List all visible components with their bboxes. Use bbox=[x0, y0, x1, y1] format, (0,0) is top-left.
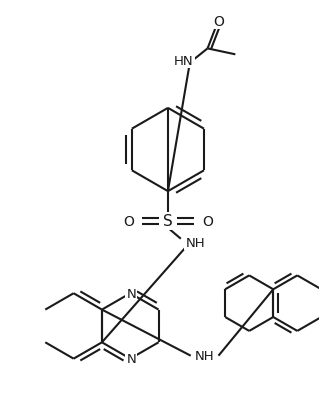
Text: HN: HN bbox=[174, 55, 194, 68]
Text: NH: NH bbox=[195, 349, 214, 362]
Text: N: N bbox=[126, 287, 136, 300]
Text: O: O bbox=[123, 214, 134, 228]
Text: NH: NH bbox=[186, 237, 205, 249]
Text: N: N bbox=[126, 352, 136, 365]
Text: O: O bbox=[202, 214, 213, 228]
Text: O: O bbox=[213, 14, 224, 28]
Text: S: S bbox=[163, 214, 173, 229]
